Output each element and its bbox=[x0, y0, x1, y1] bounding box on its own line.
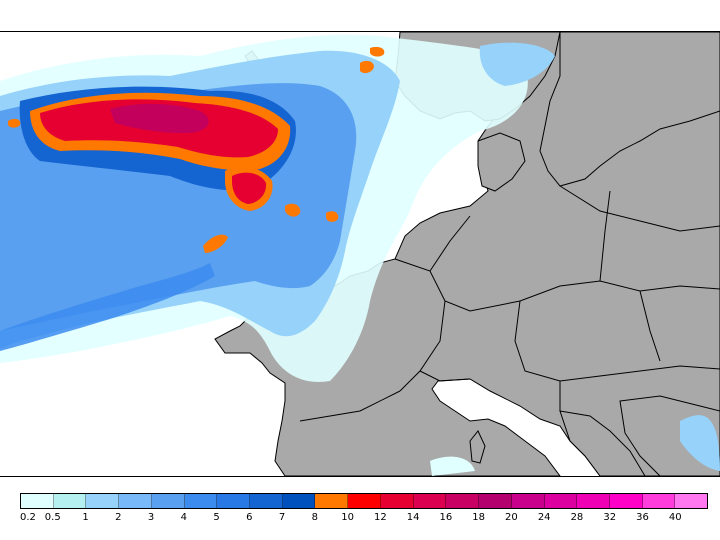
legend-tick-label: 2 bbox=[115, 512, 122, 523]
corsica bbox=[469, 430, 486, 464]
legend-tick-label: 0.5 bbox=[44, 512, 61, 523]
legend-swatch bbox=[642, 494, 676, 508]
denmark bbox=[477, 132, 526, 192]
legend-swatch bbox=[21, 494, 54, 508]
legend-tick-label: 4 bbox=[180, 512, 187, 523]
legend-tick-label: 7 bbox=[278, 512, 286, 523]
legend-swatch bbox=[544, 494, 578, 508]
legend-swatch bbox=[282, 494, 316, 508]
legend-swatch bbox=[380, 494, 414, 508]
legend-swatch bbox=[184, 494, 218, 508]
country-borders bbox=[299, 185, 720, 422]
precip-cell-north-sea bbox=[360, 60, 374, 74]
legend-swatch bbox=[479, 494, 512, 508]
legend-tick-label: 6 bbox=[246, 512, 253, 523]
precip-patch-scandinavia bbox=[479, 42, 555, 86]
precip-cell-north-sea-2 bbox=[370, 46, 385, 57]
legend-tick-label: 18 bbox=[472, 512, 486, 523]
legend-swatch bbox=[315, 494, 349, 508]
legend-tick-label: 0.2 bbox=[20, 512, 36, 523]
legend-labels: 0.2 0.5 1 2 3 4 5 6 7 8 10 12 14 16 18 20 24 28 32 36 40 bbox=[20, 512, 708, 526]
legend-tick-label: 1 bbox=[82, 512, 89, 523]
legend-swatch bbox=[217, 494, 251, 508]
legend-swatch bbox=[53, 494, 87, 508]
precip-cell-england-east-2 bbox=[326, 211, 339, 222]
legend-swatch bbox=[413, 494, 447, 508]
legend-tick-label: 32 bbox=[603, 512, 617, 523]
legend-swatch bbox=[151, 494, 185, 508]
legend-tick-label: 3 bbox=[147, 512, 155, 523]
legend-tick-label: 28 bbox=[570, 512, 584, 523]
precip-cell-irish-sea bbox=[203, 234, 228, 253]
legend-tick-label: 36 bbox=[636, 512, 649, 523]
precipitation-map bbox=[0, 31, 720, 477]
legend-tick-label: 14 bbox=[406, 512, 420, 523]
sweden-south bbox=[539, 32, 720, 187]
legend-tick-label: 40 bbox=[668, 512, 682, 523]
legend-swatch bbox=[250, 494, 283, 508]
precip-cell-england-east bbox=[285, 203, 301, 217]
legend-swatch bbox=[119, 494, 152, 508]
legend-tick-label: 10 bbox=[341, 512, 354, 523]
legend-swatch bbox=[446, 494, 480, 508]
legend-swatch bbox=[609, 494, 643, 508]
legend-tick-label: 20 bbox=[505, 512, 518, 523]
legend-tick-label: 12 bbox=[374, 512, 387, 523]
legend-swatch bbox=[577, 494, 610, 508]
legend-tick-label: 16 bbox=[439, 512, 453, 523]
italy bbox=[559, 410, 646, 476]
precipitation-layer bbox=[0, 34, 720, 476]
precip-stream-southwest bbox=[0, 263, 215, 351]
legend-swatch bbox=[86, 494, 120, 508]
legend-color-bar bbox=[20, 493, 708, 509]
precip-patch-iberia bbox=[430, 456, 475, 476]
legend-swatch bbox=[675, 494, 708, 508]
precip-cell-west bbox=[8, 118, 21, 128]
precip-core-magenta bbox=[110, 103, 209, 134]
precip-patch-balkans bbox=[680, 415, 720, 471]
precipitation-legend bbox=[20, 493, 708, 509]
legend-tick-label: 5 bbox=[213, 512, 220, 523]
legend-swatch bbox=[511, 494, 545, 508]
precip-cell-scotland-core bbox=[232, 172, 267, 204]
legend-tick-label: 24 bbox=[537, 512, 551, 523]
legend-tick-label: 8 bbox=[311, 512, 319, 523]
legend-swatch bbox=[348, 494, 381, 508]
